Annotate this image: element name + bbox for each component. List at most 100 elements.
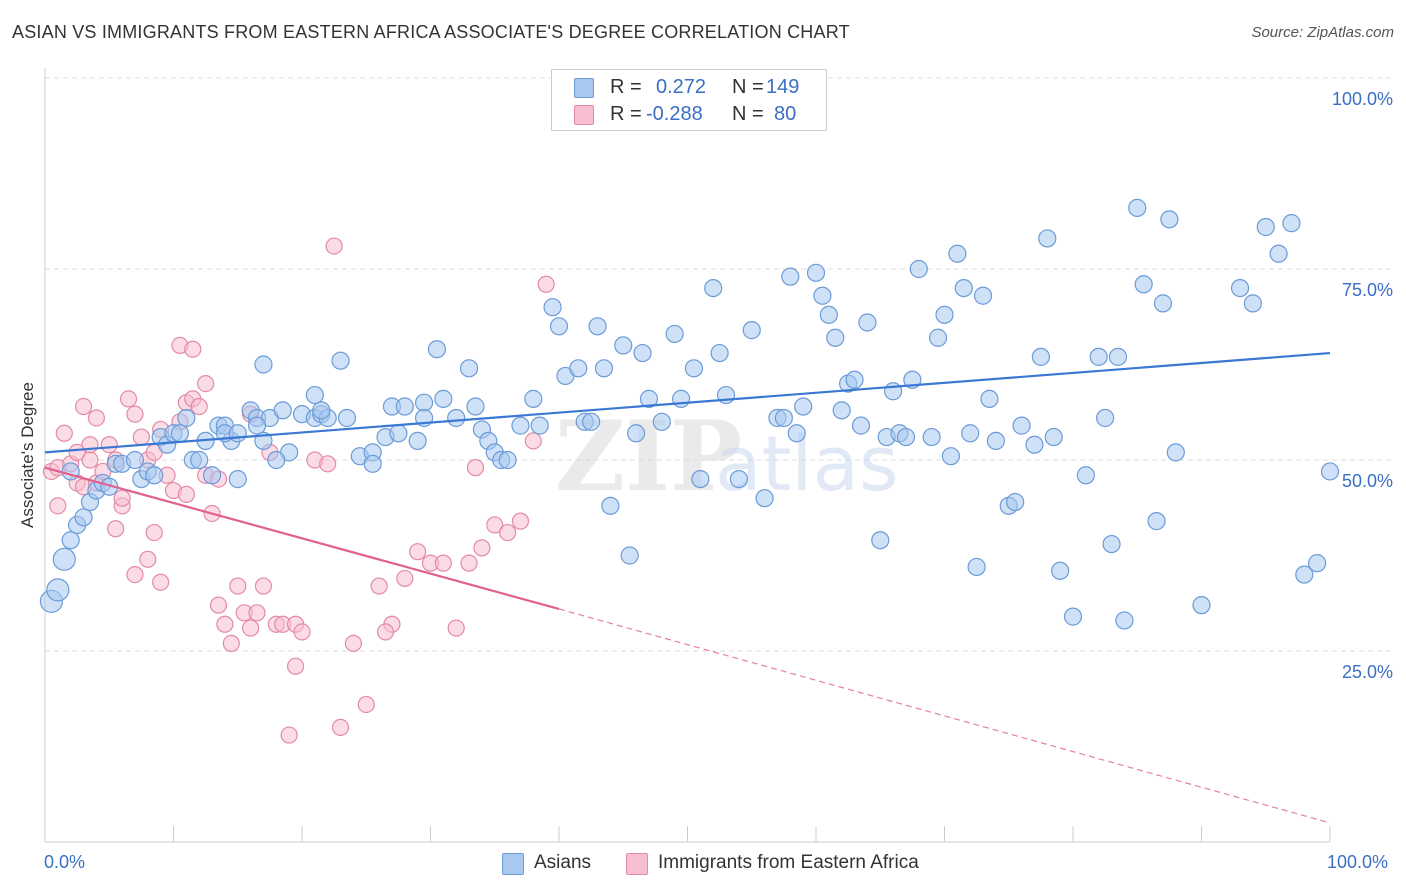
data-point-immigrants <box>537 275 555 293</box>
legend-r-value: -0.288 <box>646 103 703 125</box>
data-point-asians <box>1115 611 1134 630</box>
data-point-asians <box>1044 427 1063 447</box>
data-point-immigrants <box>460 554 478 572</box>
data-point-asians <box>639 389 659 408</box>
data-point-asians <box>1128 198 1147 217</box>
data-point-asians <box>832 401 851 420</box>
trend-line-immigrants-extrapolated <box>558 608 1331 824</box>
data-point-immigrants <box>119 390 138 408</box>
data-point-asians <box>524 389 543 408</box>
data-point-asians <box>954 279 973 298</box>
data-point-asians <box>826 328 845 347</box>
data-point-asians <box>665 324 684 344</box>
data-point-asians <box>549 317 569 336</box>
data-point-asians <box>633 343 652 363</box>
data-point-immigrants <box>434 554 452 572</box>
data-point-asians <box>1269 244 1288 263</box>
data-point-asians <box>498 450 517 470</box>
data-point-asians <box>1031 347 1050 366</box>
data-point-asians <box>459 359 479 378</box>
data-point-immigrants <box>74 397 93 416</box>
data-point-asians <box>125 450 145 470</box>
data-point-immigrants <box>152 573 170 591</box>
data-point-asians <box>781 267 800 286</box>
x-tick-label-min: 0.0% <box>44 852 86 872</box>
data-point-asians <box>247 416 267 435</box>
data-point-asians <box>1256 217 1275 237</box>
data-point-asians <box>973 286 993 305</box>
data-point-asians <box>729 470 749 489</box>
correlation-legend: R = 0.272 N = 149 R = -0.288 N = 80 <box>551 69 827 131</box>
data-point-immigrants <box>331 718 350 737</box>
data-point-immigrants <box>177 485 195 503</box>
data-point-asians <box>684 359 704 378</box>
bottom-legend-swatch-pink <box>626 853 648 875</box>
data-point-asians <box>601 496 620 515</box>
data-point-asians <box>74 508 93 527</box>
data-point-asians <box>806 263 826 282</box>
data-point-asians <box>447 408 466 428</box>
data-point-asians <box>858 313 877 332</box>
data-point-immigrants <box>357 695 375 714</box>
data-point-asians <box>710 343 729 363</box>
data-point-asians <box>794 397 813 416</box>
data-point-asians <box>305 385 324 405</box>
data-point-asians <box>1108 347 1128 366</box>
data-point-asians <box>935 305 954 324</box>
trend-line-asians <box>44 351 1331 454</box>
data-point-immigrants <box>524 432 542 450</box>
legend-n-value: 149 <box>766 76 800 98</box>
trend-line-immigrants <box>44 466 560 611</box>
data-point-immigrants <box>248 604 266 622</box>
data-point-immigrants <box>184 340 202 358</box>
data-point-asians <box>52 547 76 571</box>
data-point-immigrants <box>286 657 305 675</box>
bottom-legend-label: Immigrants from Eastern Africa <box>658 852 919 873</box>
legend-r-label: R = <box>610 76 642 98</box>
series-immigrants-eastern-africa <box>42 237 555 744</box>
data-point-asians <box>614 336 633 355</box>
data-point-asians <box>941 447 961 466</box>
data-point-asians <box>671 389 691 408</box>
data-point-asians <box>845 370 864 389</box>
data-point-asians <box>61 531 80 550</box>
data-point-asians <box>909 259 928 279</box>
legend-n-value: 80 <box>774 103 797 125</box>
data-point-asians <box>1076 466 1095 485</box>
y-tick-label: 100.0% <box>1332 89 1393 109</box>
bottom-legend-label: Asians <box>534 852 592 873</box>
data-point-asians <box>871 531 890 550</box>
data-point-immigrants <box>100 436 118 454</box>
data-point-immigrants <box>473 539 491 557</box>
bottom-legend-swatch-blue <box>502 853 524 875</box>
data-point-immigrants <box>87 409 106 427</box>
data-point-immigrants <box>229 577 247 595</box>
data-point-asians <box>434 389 453 408</box>
legend-swatch-blue <box>574 78 594 98</box>
data-point-asians <box>819 305 838 324</box>
data-point-asians <box>363 454 382 473</box>
legend-n-label: N = <box>732 103 764 125</box>
chart-title: ASIAN VS IMMIGRANTS FROM EASTERN AFRICA … <box>12 22 850 42</box>
data-point-immigrants <box>216 615 234 633</box>
data-point-asians <box>1166 443 1185 462</box>
data-point-immigrants <box>107 520 125 538</box>
data-point-immigrants <box>325 237 343 255</box>
y-tick-labels: 25.0% 50.0% 75.0% 100.0% <box>1332 89 1393 682</box>
data-point-asians <box>408 431 427 450</box>
axes <box>44 68 1331 843</box>
data-point-asians <box>961 424 980 443</box>
data-point-asians <box>922 427 941 447</box>
legend-r-value: 0.272 <box>656 76 707 98</box>
data-point-asians <box>948 244 967 263</box>
data-point-immigrants <box>222 634 240 652</box>
data-point-asians <box>742 321 761 340</box>
data-point-asians <box>145 466 164 485</box>
data-point-immigrants <box>242 619 260 637</box>
data-point-asians <box>170 424 190 443</box>
data-point-asians <box>1230 279 1250 298</box>
data-point-asians <box>1243 294 1263 313</box>
watermark-atlas: atlas <box>715 419 899 508</box>
data-point-asians <box>1282 214 1301 233</box>
data-point-asians <box>851 416 871 435</box>
